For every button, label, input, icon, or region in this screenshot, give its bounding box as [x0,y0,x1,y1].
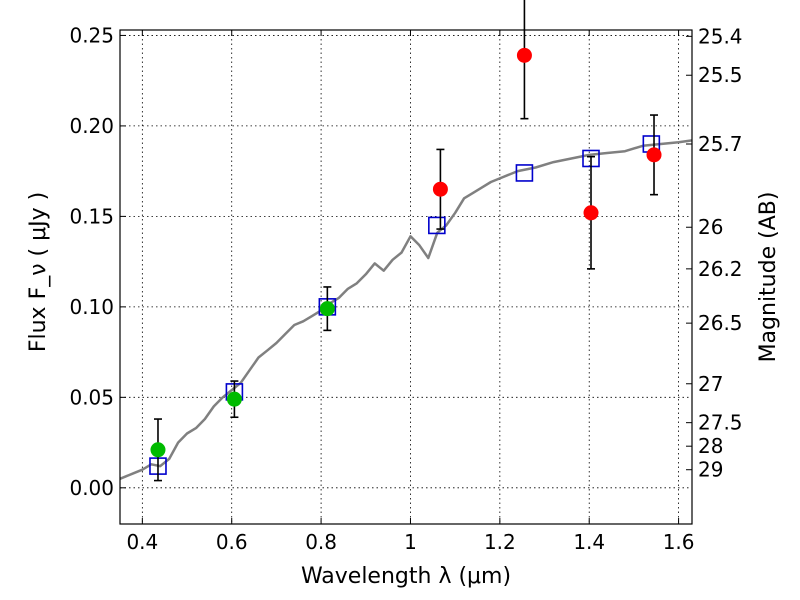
x-tick-label: 1.4 [573,530,605,554]
right-tick-label: 26.2 [698,257,743,281]
x-tick-label: 1.2 [484,530,516,554]
right-tick-label: 25.7 [698,132,743,156]
y-tick-label: 0.15 [69,204,114,228]
y-tick-label: 0.20 [69,114,114,138]
observed_red-point [432,181,448,197]
y-tick-label: 0.25 [69,23,114,47]
y-axis-label-right: Magnitude (AB) [756,192,781,363]
model-square-marker [428,216,446,235]
right-tick-label: 25.4 [698,24,743,48]
observed_red-point [583,205,599,221]
right-tick-label: 29 [698,458,723,482]
ticks-layer: 0.4 0.6 0.8 1 1.2 1.4 1.6 0.00 0.05 0.10 0.15 0.20 0… [69,23,742,554]
observed_red-point [646,147,662,163]
x-tick-label: 0.6 [216,530,248,554]
x-tick-label: 1.6 [663,530,695,554]
spectrum-line [119,139,693,480]
right-tick-label: 27 [698,372,723,396]
y-tick-label: 0.05 [69,385,114,409]
y-tick-label: 0.10 [69,295,114,319]
x-tick-label: 0.8 [305,530,337,554]
observed_green-point [226,391,242,407]
y-axis-label-left: Flux F_ν ( μJy ) [26,192,51,352]
plot-frame [119,29,693,525]
x-tick-label: 1 [404,530,417,554]
x-tick-label: 0.4 [126,530,158,554]
right-tick-label: 26 [698,215,723,239]
x-axis-label: Wavelength λ (μm) [301,564,511,589]
observed_green-point [150,442,166,458]
right-tick-label: 27.5 [698,411,743,435]
observed_red-point [516,47,532,63]
marker-layer [149,0,662,482]
spectrum-layer [119,139,693,480]
model-square-marker [515,164,534,182]
grid-layer [120,30,692,524]
right-tick-label: 28 [698,434,723,458]
observed_green-point [319,301,335,317]
right-tick-label: 25.5 [698,63,743,87]
y-tick-label: 0.00 [69,476,114,500]
right-tick-label: 26.5 [698,311,743,335]
